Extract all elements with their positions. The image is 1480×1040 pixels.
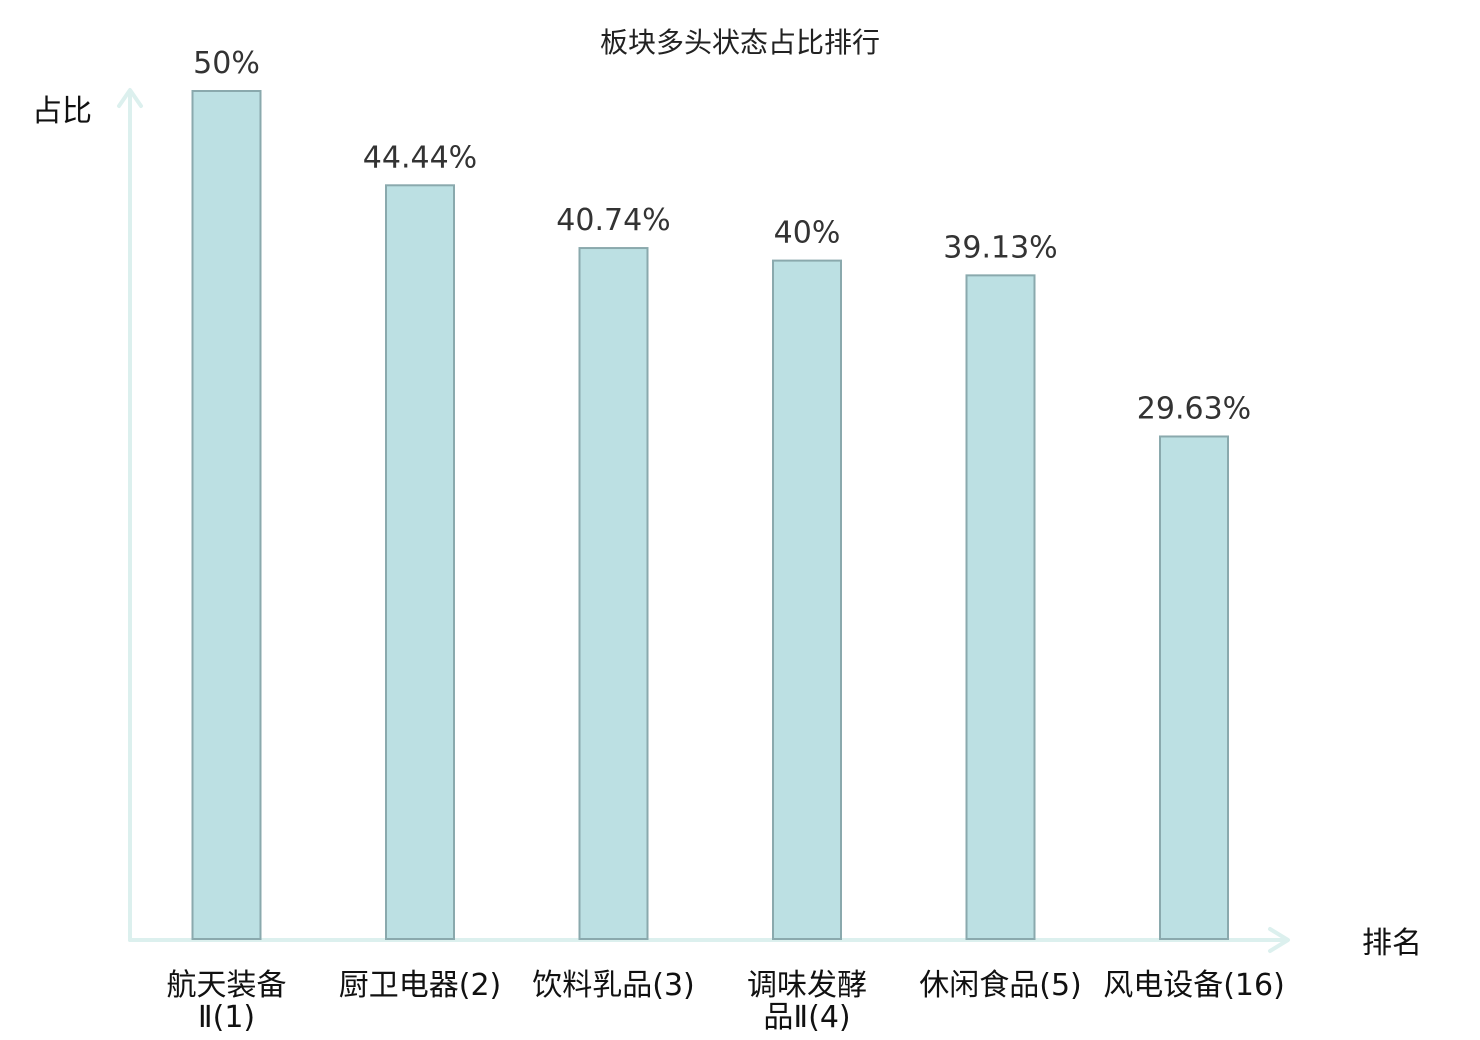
value-label: 44.44% [363, 140, 477, 175]
category-label-line: 调味发酵 [747, 968, 867, 1003]
category-labels-group: 航天装备 Ⅱ(1) 厨卫电器(2) 饮料乳品(3) 调味发酵品Ⅱ(4) 休闲食品(5) 风电… [167, 968, 1285, 1035]
category-label-line: 航天装备 [167, 968, 287, 1003]
x-axis-label: 排名 [1362, 926, 1422, 961]
category-label-line: 厨卫电器(2) [339, 968, 502, 1003]
value-label: 40% [774, 216, 841, 251]
category-label: 风电设备(16) [1103, 968, 1285, 1003]
category-label: 航天装备 Ⅱ(1) [167, 968, 287, 1035]
category-label: 调味发酵品Ⅱ(4) [747, 968, 867, 1035]
category-label: 厨卫电器(2) [339, 968, 502, 1003]
value-labels-group: 50% 44.44% 40.74% 40% 39.13% 29.63% [193, 46, 1251, 426]
value-label: 39.13% [943, 230, 1057, 265]
bar [772, 259, 842, 941]
x-axis-arrow [1268, 927, 1290, 953]
category-label-line: 品Ⅱ(4) [763, 1000, 850, 1035]
bar [1159, 435, 1229, 940]
value-label: 40.74% [556, 203, 670, 238]
y-axis-label: 占比 [32, 94, 92, 129]
category-label: 休闲食品(5) [919, 968, 1082, 1003]
category-label-line: 风电设备(16) [1103, 968, 1285, 1003]
category-label-line: Ⅱ(1) [198, 1000, 255, 1035]
y-axis-arrow [117, 88, 143, 108]
bar [578, 247, 649, 940]
bars-group [191, 90, 1229, 941]
value-label: 50% [193, 46, 260, 81]
bar [191, 90, 262, 940]
category-label-line: 休闲食品(5) [919, 968, 1082, 1003]
category-label-line: 饮料乳品(3) [532, 968, 695, 1003]
category-label: 饮料乳品(3) [532, 968, 695, 1003]
value-label: 29.63% [1137, 391, 1251, 426]
bar [385, 184, 455, 940]
bar [965, 274, 1036, 940]
chart-title: 板块多头状态占比排行 [600, 26, 880, 59]
